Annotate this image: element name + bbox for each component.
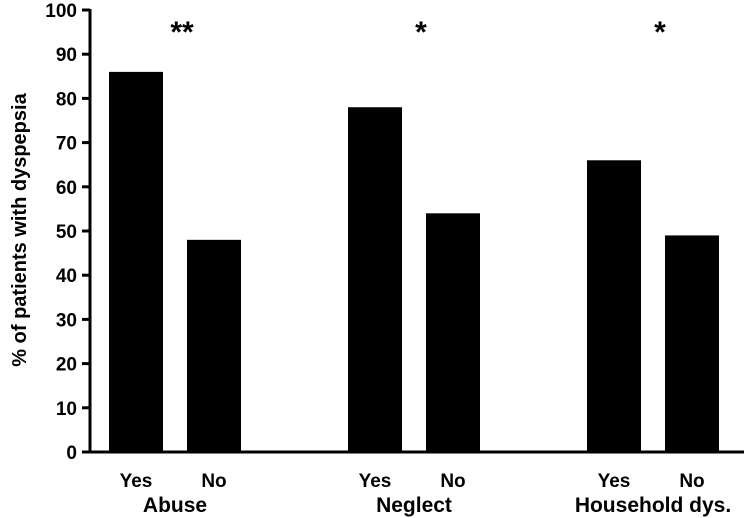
y-axis-title: % of patients with dyspepsia xyxy=(9,92,31,366)
bar xyxy=(109,71,163,452)
significance-marker: * xyxy=(415,16,427,49)
y-tick-label: 100 xyxy=(45,1,77,22)
x-tick-label: No xyxy=(440,471,465,492)
bar xyxy=(587,160,641,452)
y-tick-label: 90 xyxy=(56,45,77,66)
y-tick-label: 20 xyxy=(56,355,77,376)
bar xyxy=(348,107,402,453)
group-label: Household dys. xyxy=(575,494,731,517)
bar xyxy=(187,239,241,452)
bar xyxy=(665,235,719,452)
y-tick-label: 80 xyxy=(56,89,77,110)
y-tick-label: 10 xyxy=(56,399,77,420)
bar xyxy=(426,213,480,452)
y-tick-label: 60 xyxy=(56,178,77,199)
x-tick-label: Yes xyxy=(598,471,631,492)
y-tick-label: 0 xyxy=(66,443,77,464)
x-tick-label: Yes xyxy=(359,471,392,492)
y-tick-label: 40 xyxy=(56,266,77,287)
x-tick-label: No xyxy=(201,471,226,492)
y-tick-label: 70 xyxy=(56,134,77,155)
significance-marker: ** xyxy=(170,16,194,49)
group-label: Neglect xyxy=(376,494,452,517)
x-tick-label: Yes xyxy=(120,471,153,492)
y-tick-label: 30 xyxy=(56,310,77,331)
x-tick-label: No xyxy=(679,471,704,492)
significance-marker: * xyxy=(654,16,666,49)
bars xyxy=(109,71,719,453)
group-label: Abuse xyxy=(143,494,207,517)
y-tick-label: 50 xyxy=(56,222,77,243)
